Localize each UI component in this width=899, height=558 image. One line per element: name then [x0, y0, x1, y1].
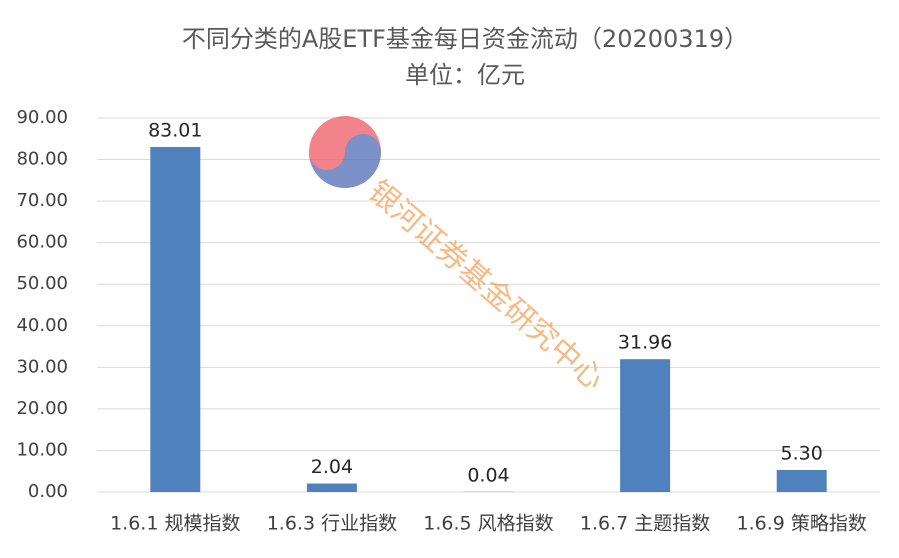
y-tick-label: 50.00	[16, 273, 68, 294]
y-tick-label: 80.00	[16, 149, 68, 170]
x-tick-label: 1.6.5 风格指数	[423, 513, 553, 535]
bar	[306, 483, 357, 492]
value-label: 0.04	[467, 464, 509, 486]
watermark: 银河证券基金研究中心	[361, 174, 610, 397]
y-tick-label: 40.00	[16, 315, 68, 336]
y-tick-label: 10.00	[16, 439, 68, 460]
value-label: 2.04	[311, 456, 353, 478]
bar	[150, 147, 201, 492]
logo	[309, 116, 381, 188]
value-label: 5.30	[781, 442, 823, 464]
x-tick-label: 1.6.1 规模指数	[110, 513, 240, 535]
x-tick-label: 1.6.3 行业指数	[267, 513, 397, 535]
y-tick-label: 70.00	[16, 190, 68, 211]
chart-title: 不同分类的A股ETF基金每日资金流动（20200319）	[182, 25, 748, 53]
bar	[776, 469, 827, 492]
y-tick-label: 20.00	[16, 398, 68, 419]
y-tick-label: 30.00	[16, 356, 68, 377]
y-tick-label: 0.00	[28, 481, 68, 502]
logo-bottom	[309, 134, 381, 188]
value-label: 83.01	[148, 120, 202, 142]
value-label: 31.96	[618, 332, 672, 354]
x-tick-label: 1.6.7 主题指数	[580, 513, 710, 535]
y-tick-label: 90.00	[16, 107, 68, 128]
y-tick-label: 60.00	[16, 232, 68, 253]
x-tick-label: 1.6.9 策略指数	[737, 513, 867, 535]
bar	[620, 359, 671, 492]
chart-subtitle: 单位：亿元	[405, 61, 525, 89]
